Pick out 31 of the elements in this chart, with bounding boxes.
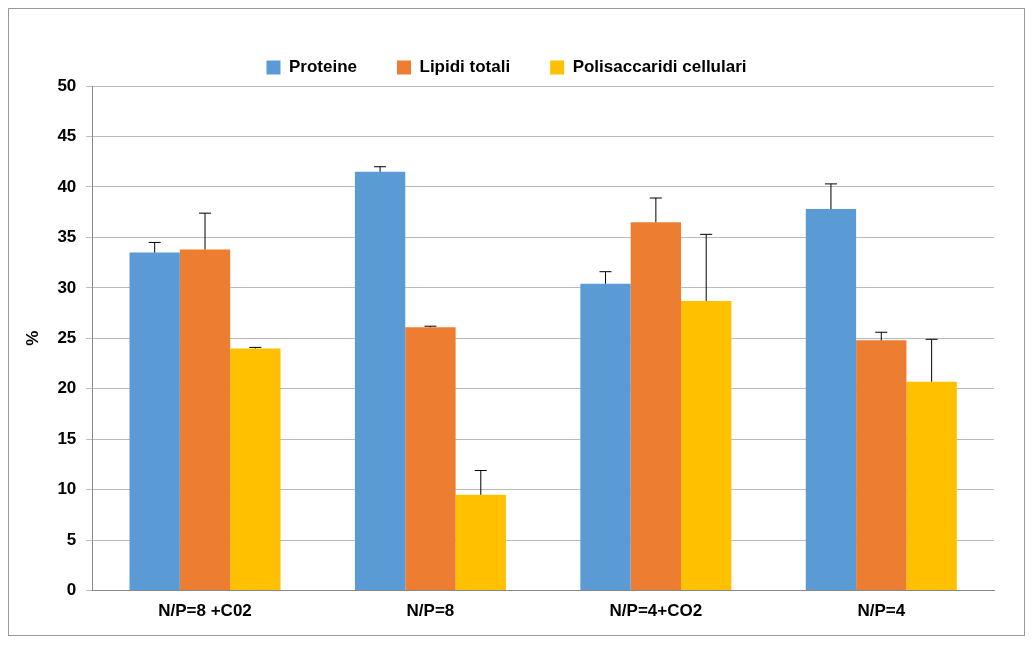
legend-label: Lipidi totali xyxy=(419,57,511,77)
x-tick-label: N/P=4 xyxy=(857,601,906,621)
bar xyxy=(405,327,456,591)
legend-label: Proteine xyxy=(288,57,358,77)
bar xyxy=(354,171,406,591)
x-tick-label: N/P=8 +C02 xyxy=(158,601,252,621)
y-tick-label: 0 xyxy=(66,580,77,600)
bar xyxy=(681,300,732,591)
y-tick-label: 30 xyxy=(57,277,77,297)
y-tick-label: 15 xyxy=(57,428,77,448)
bar xyxy=(580,283,631,591)
bar xyxy=(630,222,682,591)
x-tick-label: N/P=8 xyxy=(406,601,455,621)
bar xyxy=(805,209,857,591)
bar xyxy=(455,494,506,591)
y-axis-title: % xyxy=(22,330,42,346)
y-tick-label: 45 xyxy=(57,126,77,146)
legend-label: Polisaccaridi cellulari xyxy=(572,57,747,77)
y-tick-label: 40 xyxy=(57,176,77,196)
bar xyxy=(179,249,231,591)
x-tick-label: N/P=4+CO2 xyxy=(609,601,703,621)
bar xyxy=(906,381,957,591)
y-tick-label: 50 xyxy=(57,75,77,95)
y-tick-label: 5 xyxy=(66,529,77,549)
bar xyxy=(230,348,281,591)
y-tick-label: 25 xyxy=(57,327,77,347)
y-tick-label: 10 xyxy=(57,479,77,499)
y-tick-label: 20 xyxy=(57,378,77,398)
bar xyxy=(856,340,907,591)
y-tick-label: 35 xyxy=(57,227,77,247)
bar xyxy=(129,252,180,591)
